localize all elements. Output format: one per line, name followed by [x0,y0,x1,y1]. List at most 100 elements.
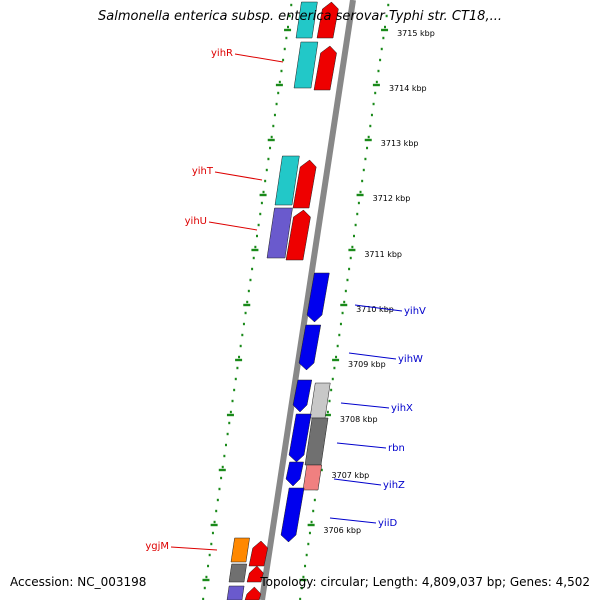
tick-left-dot [286,25,289,29]
scale-label: 3712 kbp [373,194,411,203]
gene-label-yiiD[interactable]: yiiD [378,518,397,529]
gene-yihT-cyan-arrow [274,155,300,206]
tick-right-dot [349,256,352,260]
gene-label-yihZ[interactable]: yihZ [383,480,405,491]
tick-left-dot [213,520,216,524]
tick-right-dot [326,410,329,414]
tick-left-dot [270,135,273,139]
tick-left-dot [273,113,276,117]
tick-right-dot [374,91,377,95]
tick-left-dot [224,443,227,447]
tick-right-dot [307,542,310,546]
tick-right-dot [372,102,375,106]
tick-right-dot [330,388,333,392]
tick-left-dot [265,168,268,172]
tick-left-dot [205,575,208,579]
tick-right-dash [372,83,380,87]
tick-right-dot [357,201,360,205]
page-title: Salmonella enterica subsp. enterica sero… [98,9,502,24]
tick-right-dot [361,179,364,183]
scale-label: 3710 kbp [356,305,394,314]
tick-right-dot [369,124,372,128]
gene-yiiD-blue-arrow [280,487,305,543]
gene-label-leader [333,478,382,486]
tick-right-dot [356,212,359,216]
gene-label-yihV[interactable]: yihV [404,306,426,317]
tick-right-dash [299,578,307,582]
tick-left-dot [218,487,221,491]
gene-yihX-blue-arrow [292,379,313,413]
scale-label: 3711 kbp [364,250,402,259]
gene-yihR-cyan-arrow [293,41,319,89]
gene-label-ygjM[interactable]: ygjM [145,541,169,552]
tick-left-dot [247,289,250,293]
gene-label-rbn[interactable]: rbn [388,443,405,454]
tick-left-dot [226,432,229,436]
tick-right-dot [313,498,316,502]
tick-right-dot [299,597,302,600]
scale-label: 3707 kbp [332,471,370,480]
tick-left-dot [231,399,234,403]
tick-right-dot [308,531,311,535]
tick-left-dash [202,578,210,582]
tick-right-dot [351,245,354,249]
scale-label: 3709 kbp [348,360,386,369]
gene-yihR-red-arrow [313,45,337,91]
gene-label-yihX[interactable]: yihX [391,403,413,414]
tick-right-dot [364,157,367,161]
tick-left-dot [275,102,278,106]
tick-left-dot [229,410,232,414]
tick-left-dash [275,83,283,87]
tick-right-dot [344,289,347,293]
tick-left-dot [216,498,219,502]
tick-left-dot [203,586,206,590]
gene-yihW-blue-arrow [298,324,322,371]
tick-right-dot [359,190,362,194]
tick-right-dot [370,113,373,117]
tick-left-dot [264,179,267,183]
tick-left-dot [262,190,265,194]
tick-right-dot [346,278,349,282]
gene-purple-arrow [226,585,245,600]
gene-label-yihW[interactable]: yihW [398,354,423,365]
tick-left-dash [259,193,267,197]
genome-backbone [259,0,356,600]
tick-right-dot [310,520,313,524]
tick-left-dot [239,344,242,348]
tick-left-dash [243,303,251,307]
tick-left-dash [226,413,234,417]
tick-right-dot [339,322,342,326]
gene-label-leader [348,352,397,360]
tick-left-dot [238,355,241,359]
tick-right-dot [305,553,308,557]
gene-yihT-red-arrow [292,159,317,209]
tick-right-dash [340,303,348,307]
accession-text: Accession: NC_003198 [10,575,147,589]
tick-left-dot [249,278,252,282]
tick-right-dot [341,311,344,315]
gene-rbn-blue-arrow [288,413,312,463]
gene-label-yihT[interactable]: yihT [192,166,214,177]
tick-left-dot [278,80,281,84]
tick-left-dot [260,201,263,205]
gene-label-yihR[interactable]: yihR [211,48,233,59]
tick-left-dot [241,333,244,337]
gene-label-leader [214,171,263,181]
tick-left-dash [218,468,226,472]
scale-label: 3715 kbp [397,29,435,38]
tick-left-dot [269,146,272,150]
tick-right-dash [348,248,356,252]
tick-right-dot [367,135,370,139]
tick-left-dot [255,234,258,238]
tick-right-dot [331,377,334,381]
tick-left-dot [277,91,280,95]
gene-label-yihU[interactable]: yihU [185,216,207,227]
tick-right-dot [387,3,390,7]
tick-left-dash [267,138,275,142]
tick-left-dot [283,47,286,51]
tick-left-dot [282,58,285,62]
genome-summary-text: Topology: circular; Length: 4,809,037 bp… [260,575,590,589]
scale-label: 3713 kbp [381,139,419,148]
gene-yihV-blue-arrow [306,272,330,323]
